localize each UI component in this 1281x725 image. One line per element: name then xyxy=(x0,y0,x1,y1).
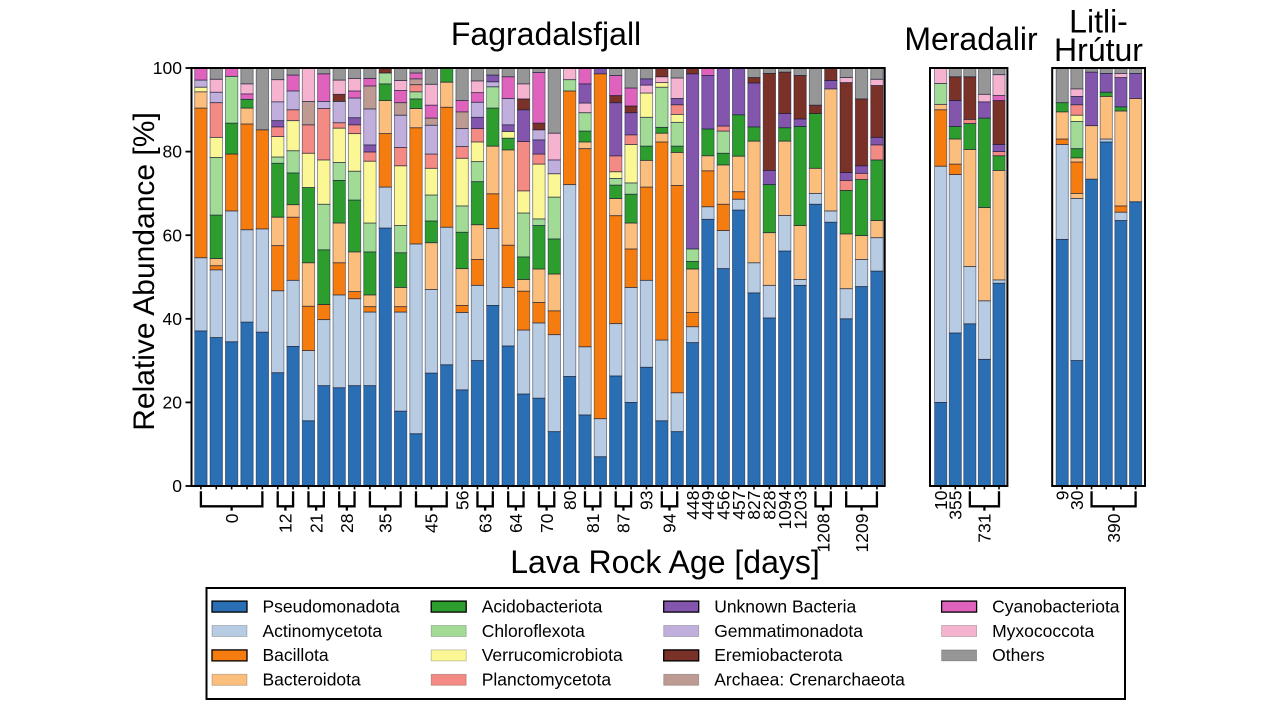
svg-text:Bacillota: Bacillota xyxy=(263,645,329,665)
svg-text:1203: 1203 xyxy=(790,491,810,530)
svg-text:100: 100 xyxy=(153,58,182,78)
svg-text:1209: 1209 xyxy=(852,514,872,553)
svg-text:Others: Others xyxy=(992,645,1045,665)
svg-text:40: 40 xyxy=(163,309,183,329)
svg-text:Unknown Bacteria: Unknown Bacteria xyxy=(714,596,856,616)
svg-text:Archaea: Crenarchaeota: Archaea: Crenarchaeota xyxy=(714,670,905,690)
svg-text:56: 56 xyxy=(452,491,472,510)
svg-text:0: 0 xyxy=(222,513,242,523)
svg-text:Hrútur: Hrútur xyxy=(1054,32,1143,68)
svg-text:81: 81 xyxy=(583,514,603,533)
svg-text:Planctomycetota: Planctomycetota xyxy=(482,670,612,690)
svg-text:30: 30 xyxy=(1067,490,1087,510)
svg-text:70: 70 xyxy=(537,513,557,533)
svg-text:1094: 1094 xyxy=(775,490,795,529)
svg-text:Fagradalsfjall: Fagradalsfjall xyxy=(451,16,641,52)
svg-text:Verrucomicrobiota: Verrucomicrobiota xyxy=(482,645,623,665)
svg-text:390: 390 xyxy=(1104,513,1124,542)
svg-text:28: 28 xyxy=(337,514,357,533)
svg-text:828: 828 xyxy=(760,491,780,520)
svg-text:Litli-: Litli- xyxy=(1069,4,1128,40)
svg-text:10: 10 xyxy=(931,490,951,510)
svg-text:63: 63 xyxy=(475,514,495,533)
svg-text:Gemmatimonadota: Gemmatimonadota xyxy=(714,621,863,641)
svg-text:9: 9 xyxy=(1052,491,1072,501)
svg-text:Meradalir: Meradalir xyxy=(904,21,1038,57)
svg-text:Bacteroidota: Bacteroidota xyxy=(263,670,362,690)
svg-text:12: 12 xyxy=(276,514,296,533)
svg-text:Myxococcota: Myxococcota xyxy=(992,621,1094,641)
svg-text:Relative Abundance [%]: Relative Abundance [%] xyxy=(128,112,161,431)
svg-text:Chloroflexota: Chloroflexota xyxy=(482,621,585,641)
svg-text:456: 456 xyxy=(713,491,733,520)
svg-text:1208: 1208 xyxy=(813,514,833,553)
svg-text:93: 93 xyxy=(637,491,657,510)
svg-text:80: 80 xyxy=(560,490,580,510)
svg-text:Actinomycetota: Actinomycetota xyxy=(263,621,383,641)
svg-text:457: 457 xyxy=(729,491,749,520)
svg-text:Lava Rock Age [days]: Lava Rock Age [days] xyxy=(510,544,820,580)
svg-text:21: 21 xyxy=(306,514,326,533)
svg-text:20: 20 xyxy=(163,393,183,413)
svg-text:355: 355 xyxy=(945,491,965,520)
svg-text:35: 35 xyxy=(375,514,395,533)
svg-text:827: 827 xyxy=(744,491,764,520)
svg-text:448: 448 xyxy=(683,491,703,520)
svg-text:Cyanobacteriota: Cyanobacteriota xyxy=(992,596,1120,616)
svg-text:45: 45 xyxy=(422,514,442,533)
svg-text:Eremiobacterota: Eremiobacterota xyxy=(714,645,843,665)
svg-text:60: 60 xyxy=(163,225,183,245)
svg-text:731: 731 xyxy=(975,514,995,543)
svg-text:Pseudomonadota: Pseudomonadota xyxy=(263,596,400,616)
svg-text:64: 64 xyxy=(506,513,526,533)
svg-text:0: 0 xyxy=(172,476,182,496)
svg-text:Acidobacteriota: Acidobacteriota xyxy=(482,596,603,616)
svg-text:94: 94 xyxy=(660,513,680,533)
svg-text:449: 449 xyxy=(698,491,718,520)
svg-text:87: 87 xyxy=(614,514,634,533)
svg-text:80: 80 xyxy=(163,142,183,162)
